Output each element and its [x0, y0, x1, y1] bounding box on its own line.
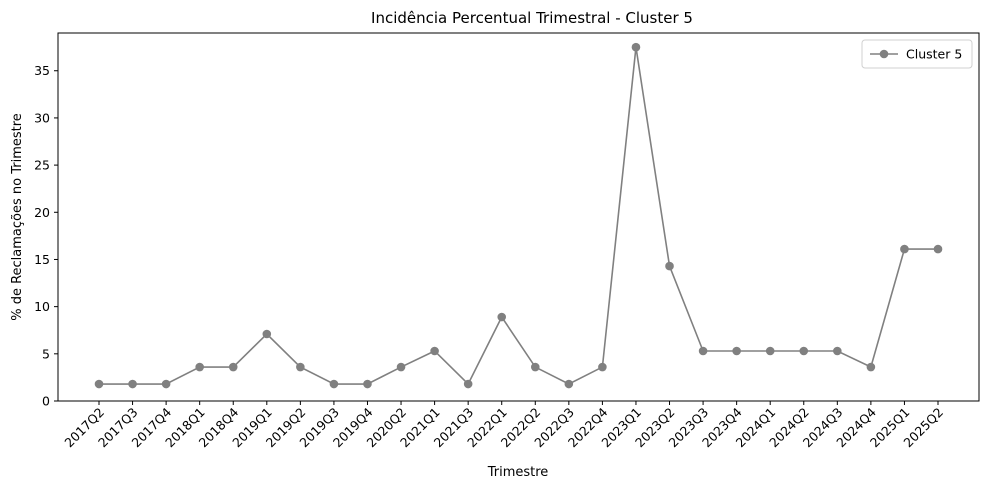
data-point [833, 346, 842, 356]
data-point [598, 362, 607, 372]
data-point [463, 379, 473, 389]
data-point [866, 362, 876, 372]
data-point [933, 244, 943, 254]
data-point [94, 379, 104, 389]
data-point [363, 379, 372, 389]
data-point [732, 346, 741, 356]
chart-title: Incidência Percentual Trimestral - Clust… [371, 9, 693, 27]
y-axis-label: % de Reclamações no Trimestre [10, 113, 25, 321]
data-point [128, 379, 137, 389]
legend-entry-label: Cluster 5 [906, 47, 962, 62]
data-point [396, 362, 406, 372]
data-point [900, 244, 909, 254]
data-point [430, 346, 439, 356]
data-point [631, 42, 641, 52]
y-tick-label: 10 [34, 299, 50, 314]
data-point [329, 379, 339, 389]
y-axis: 0 5 10 15 20 25 30 35 [34, 63, 58, 409]
y-tick-label: 5 [42, 346, 50, 361]
data-point [161, 379, 171, 389]
legend-frame [861, 39, 973, 69]
y-tick-label: 30 [34, 110, 50, 125]
y-tick-label: 20 [34, 205, 50, 220]
data-point [497, 312, 507, 322]
data-point [564, 379, 574, 389]
x-axis-label: Trimestre [487, 465, 549, 480]
data-point [765, 346, 775, 356]
data-point [296, 362, 305, 372]
data-point [195, 362, 204, 372]
data-point [698, 346, 708, 356]
y-tick-label: 25 [34, 158, 50, 173]
legend: Cluster 5 [861, 39, 973, 69]
data-point [799, 346, 809, 356]
data-point [530, 362, 540, 372]
legend-marker [879, 49, 889, 59]
series-line [99, 47, 938, 386]
plot-area [57, 32, 980, 402]
x-axis: 2017Q22017Q32017Q42018Q12018Q42019Q12019… [61, 401, 946, 450]
y-tick-label: 15 [34, 252, 50, 267]
y-tick-label: 35 [34, 63, 50, 78]
data-point [228, 362, 238, 372]
plot-frame [57, 32, 980, 402]
y-tick-label: 0 [42, 394, 50, 409]
data-point [665, 261, 674, 271]
data-point [262, 329, 272, 339]
series-layer [94, 42, 943, 389]
